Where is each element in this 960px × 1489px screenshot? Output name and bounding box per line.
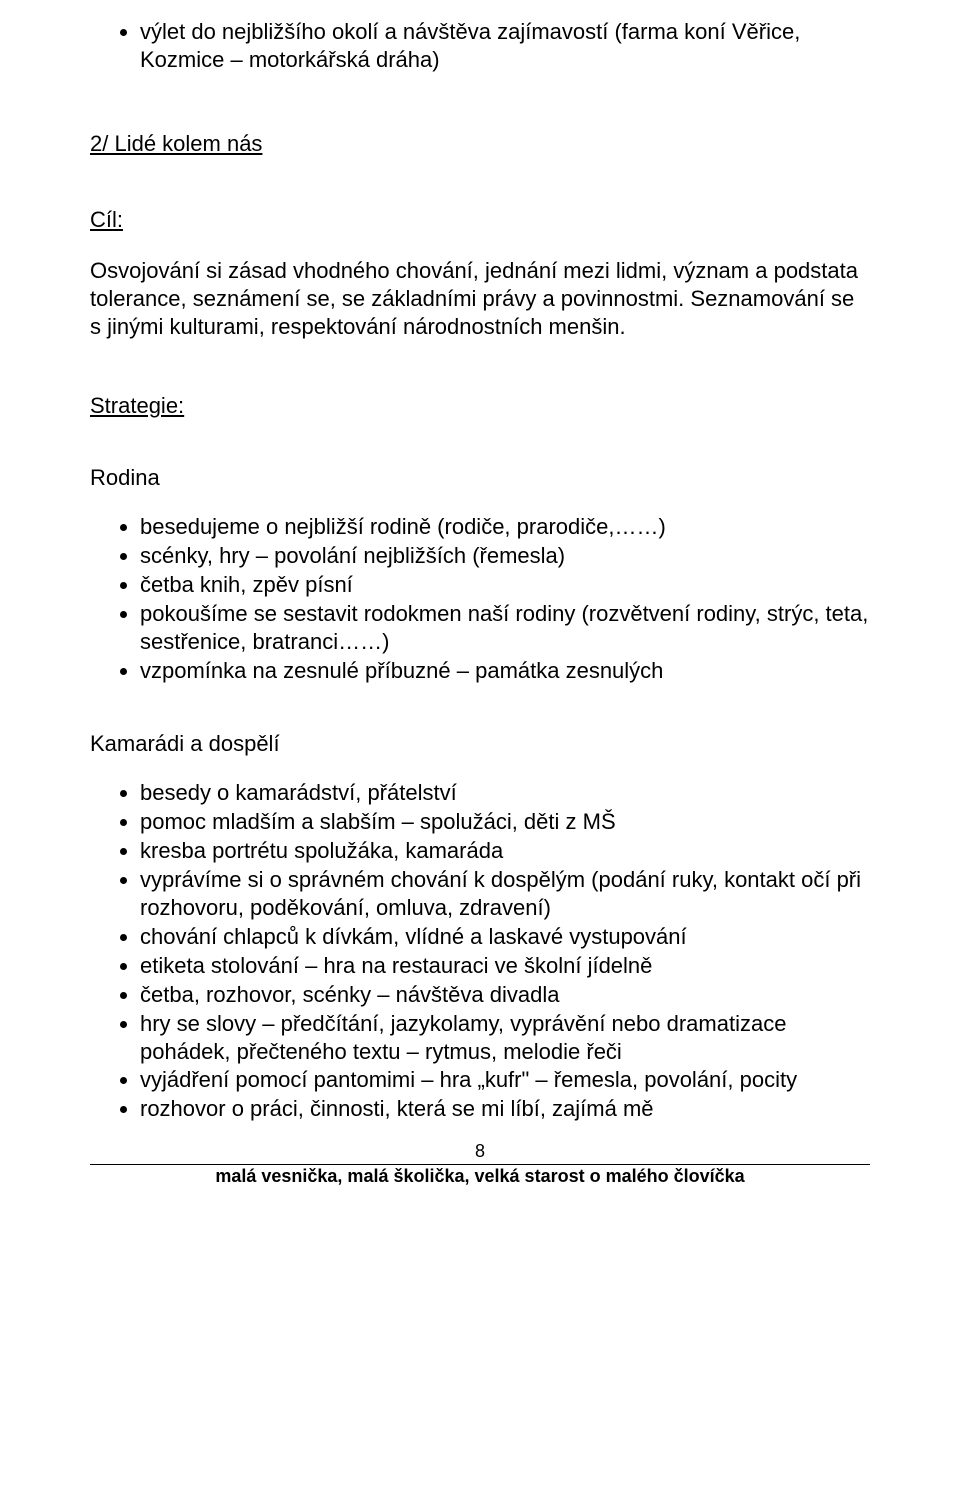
cil-heading: Cíl: [90,207,870,233]
list-item: pomoc mladším a slabším – spolužáci, dět… [140,808,870,836]
list-item: chování chlapců k dívkám, vlídné a laska… [140,923,870,951]
list-item: četba knih, zpěv písní [140,571,870,599]
kamaradi-list: besedy o kamarádství, přátelství pomoc m… [100,779,870,1123]
list-item: scénky, hry – povolání nejbližších (řeme… [140,542,870,570]
footer: malá vesnička, malá školička, velká star… [90,1164,870,1187]
section-title: 2/ Lidé kolem nás [90,131,870,157]
footer-text: malá vesnička, malá školička, velká star… [90,1165,870,1187]
rodina-list: besedujeme o nejbližší rodině (rodiče, p… [100,513,870,685]
list-item: hry se slovy – předčítání, jazykolamy, v… [140,1010,870,1066]
list-item: kresba portrétu spolužáka, kamaráda [140,837,870,865]
list-item: četba, rozhovor, scénky – návštěva divad… [140,981,870,1009]
document-page: výlet do nejbližšího okolí a návštěva za… [0,0,960,1489]
list-item: vzpomínka na zesnulé příbuzné – památka … [140,657,870,685]
group-title-kamaradi: Kamarádi a dospělí [90,731,870,757]
list-item: pokoušíme se sestavit rodokmen naší rodi… [140,600,870,656]
cil-body-text: Osvojování si zásad vhodného chování, je… [90,257,870,341]
intro-bullet-list: výlet do nejbližšího okolí a návštěva za… [100,18,870,73]
list-item: vyjádření pomocí pantomimi – hra „kufr" … [140,1066,870,1094]
strategie-heading: Strategie: [90,393,870,419]
group-title-rodina: Rodina [90,465,870,491]
list-item: vyprávíme si o správném chování k dospěl… [140,866,870,922]
list-item: výlet do nejbližšího okolí a návštěva za… [140,18,870,73]
list-item: besedy o kamarádství, přátelství [140,779,870,807]
list-item: rozhovor o práci, činnosti, která se mi … [140,1095,870,1123]
list-item: etiketa stolování – hra na restauraci ve… [140,952,870,980]
list-item: besedujeme o nejbližší rodině (rodiče, p… [140,513,870,541]
page-number: 8 [90,1141,870,1162]
